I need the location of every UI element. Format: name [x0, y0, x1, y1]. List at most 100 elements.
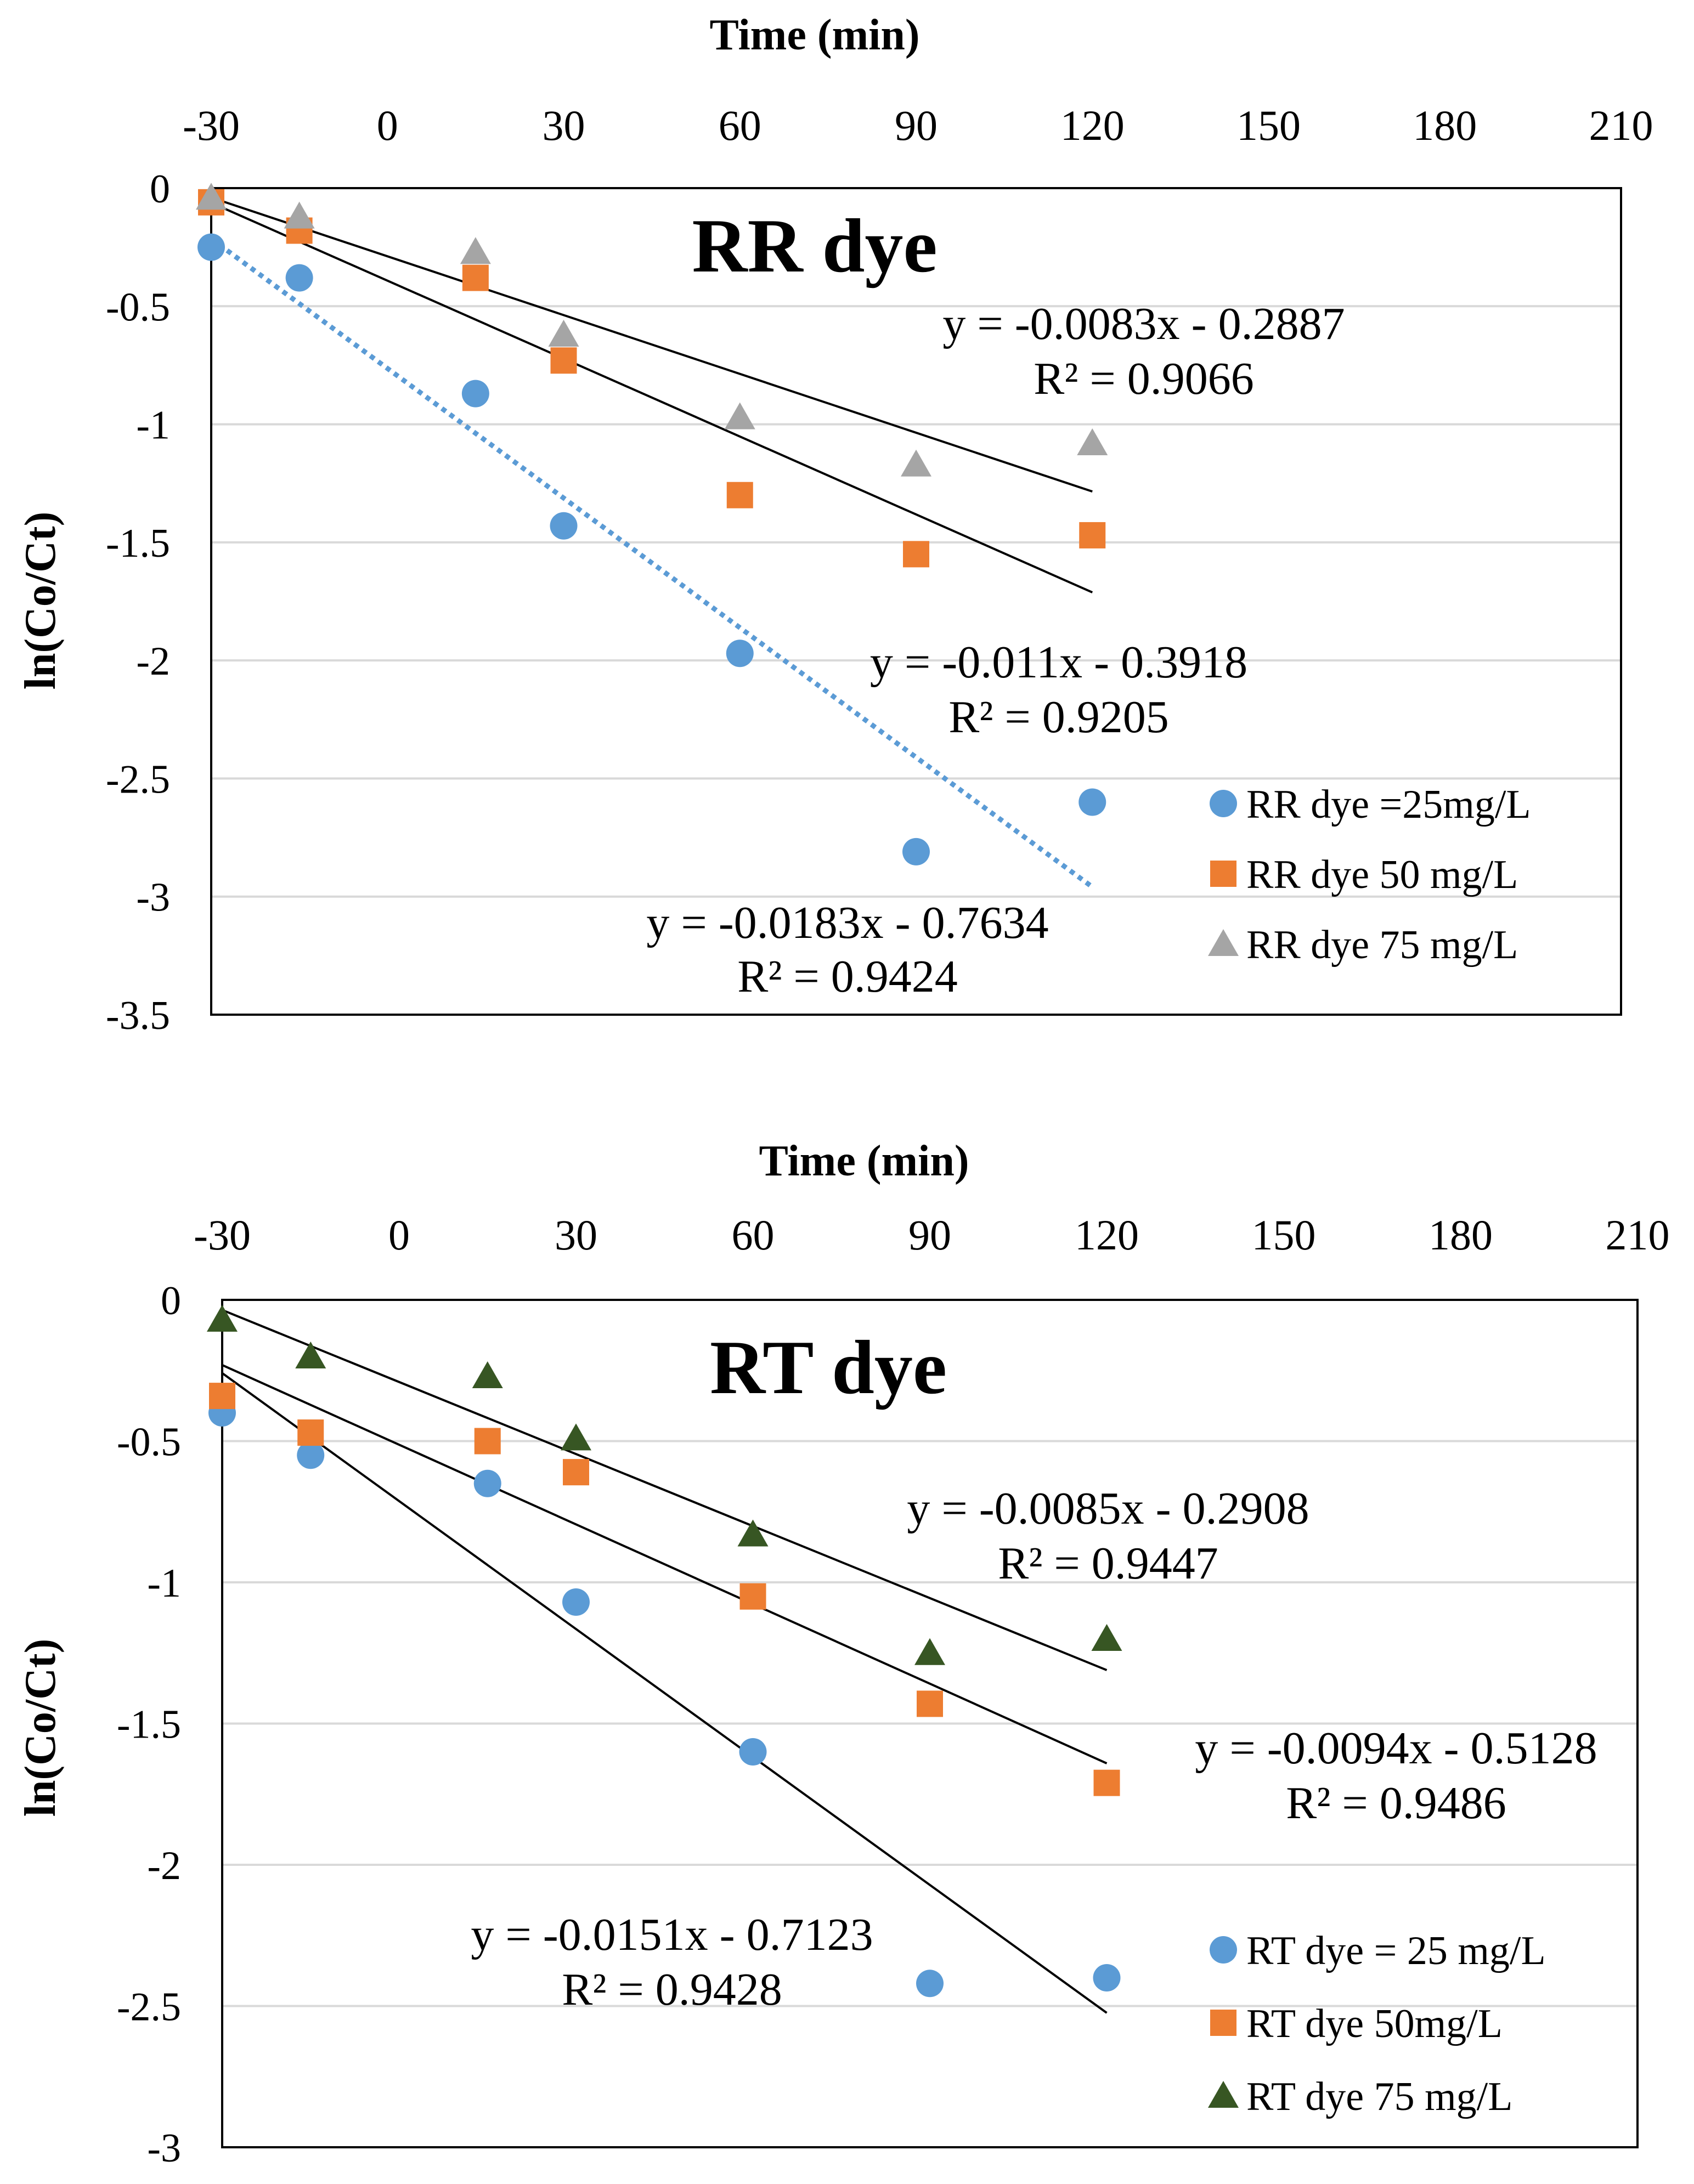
legend-marker [1210, 861, 1236, 887]
data-point [297, 1441, 325, 1469]
y-tick-label: -1 [147, 1561, 181, 1606]
data-point [914, 1638, 945, 1665]
y-tick-label: -1.5 [117, 1702, 181, 1747]
x-tick-label: 0 [377, 101, 398, 149]
data-point [1077, 428, 1108, 456]
data-point [460, 237, 491, 264]
y-tick-label: -1 [136, 403, 170, 448]
data-point [461, 380, 489, 408]
legend-label: RT dye 50mg/L [1246, 2001, 1503, 2046]
legend-marker [1208, 929, 1239, 956]
data-point [1078, 788, 1106, 816]
legend-label: RR dye 50 mg/L [1246, 852, 1518, 897]
data-point [737, 1519, 769, 1547]
data-point [562, 1588, 590, 1616]
y-tick-label: 0 [161, 1278, 181, 1323]
data-point [739, 1738, 767, 1766]
trendline-equation: y = -0.0183x - 0.7634 [646, 897, 1048, 948]
series-1 [208, 1399, 1121, 1998]
trendline-2 [222, 1364, 1108, 1764]
trendline-r2: R² = 0.9424 [737, 951, 958, 1002]
trendline-equation: y = -0.011x - 0.3918 [870, 637, 1247, 688]
data-point [724, 402, 755, 429]
data-point [285, 264, 313, 292]
y-axis-title: ln(Co/Ct) [16, 512, 65, 689]
legend-label: RR dye 75 mg/L [1246, 923, 1518, 967]
x-tick-label: -30 [183, 101, 240, 149]
y-tick-label: -0.5 [106, 285, 170, 330]
data-point [563, 1459, 589, 1486]
x-tick-label: 180 [1428, 1211, 1493, 1259]
x-tick-label: 30 [555, 1211, 597, 1259]
y-axis-title: ln(Co/Ct) [16, 1639, 65, 1817]
data-point [901, 449, 931, 477]
x-tick-label: 120 [1075, 1211, 1139, 1259]
y-tick-label: -1.5 [106, 521, 170, 566]
x-tick-label: 210 [1589, 101, 1653, 149]
chart-2: 0 -0.5 -1 -1.5 -2 -2.5 -3 -30 0 30 60 90 120 150 180 21… [16, 1137, 1670, 2171]
x-axis-title: Time (min) [710, 11, 920, 59]
data-point [550, 347, 577, 374]
plot-area [210, 187, 1622, 1016]
x-tick-label: 90 [895, 101, 938, 149]
x-tick-label: 120 [1060, 101, 1125, 149]
data-point [548, 319, 579, 347]
x-axis-title: Time (min) [759, 1137, 969, 1185]
data-point [1079, 522, 1106, 548]
series-2 [198, 189, 1106, 568]
trendline-equation: y = -0.0085x - 0.2908 [907, 1483, 1309, 1534]
trendline-equation: y = -0.0094x - 0.5128 [1195, 1723, 1597, 1774]
trendline-3 [211, 196, 1093, 493]
series-3 [207, 1305, 1122, 1665]
x-tick-label: 0 [388, 1211, 410, 1259]
trendline-1 [210, 236, 1094, 889]
x-tick-label: 60 [719, 101, 761, 149]
trendline-2 [211, 201, 1093, 593]
y-tick-label: -2 [136, 639, 170, 684]
series-2 [209, 1383, 1120, 1796]
data-point [902, 838, 930, 865]
legend-label: RT dye = 25 mg/L [1246, 1928, 1546, 1973]
trendline-3 [222, 1309, 1108, 1671]
data-point [295, 1342, 326, 1368]
data-point [1093, 1964, 1121, 1991]
data-point [209, 1383, 235, 1410]
data-point [726, 482, 753, 508]
data-point [462, 264, 489, 291]
data-point [197, 233, 225, 261]
legend-marker [1210, 790, 1237, 817]
data-point [1093, 1769, 1120, 1796]
y-tick-label: -2.5 [117, 1985, 181, 2030]
data-point [726, 640, 754, 667]
trendline-r2: R² = 0.9066 [1034, 353, 1254, 404]
data-point [739, 1583, 766, 1610]
data-point [561, 1423, 591, 1451]
y-tick-label: -3 [136, 875, 170, 920]
y-tick-label: -2 [147, 1843, 181, 1888]
trendline-r2: R² = 0.9428 [562, 1964, 782, 2015]
x-tick-label: 150 [1252, 1211, 1316, 1259]
data-point [550, 512, 578, 540]
x-tick-label: 90 [908, 1211, 951, 1259]
chart-title: RR dye [692, 203, 937, 288]
data-point [196, 183, 227, 210]
legend: RT dye = 25 mg/L RT dye 50mg/L RT dye 75 m… [1208, 1928, 1546, 2119]
data-point [474, 1428, 501, 1455]
series-1 [197, 233, 1106, 865]
y-tick-label: -3 [147, 2126, 181, 2171]
data-point [284, 201, 315, 229]
y-tick-label: 0 [150, 167, 170, 212]
x-tick-label: 180 [1413, 101, 1477, 149]
legend-marker [1210, 2010, 1236, 2036]
legend-marker [1208, 2081, 1239, 2108]
data-point [207, 1305, 238, 1332]
legend-label: RR dye =25mg/L [1246, 782, 1531, 827]
legend-label: RT dye 75 mg/L [1246, 2074, 1512, 2119]
y-tick-label: -3.5 [106, 993, 170, 1038]
x-tick-label: 150 [1236, 101, 1301, 149]
legend-marker [1210, 1936, 1237, 1964]
x-tick-label: 30 [543, 101, 585, 149]
trendline-equation: y = -0.0151x - 0.7123 [471, 1909, 873, 1960]
plot-area [221, 1299, 1639, 2148]
